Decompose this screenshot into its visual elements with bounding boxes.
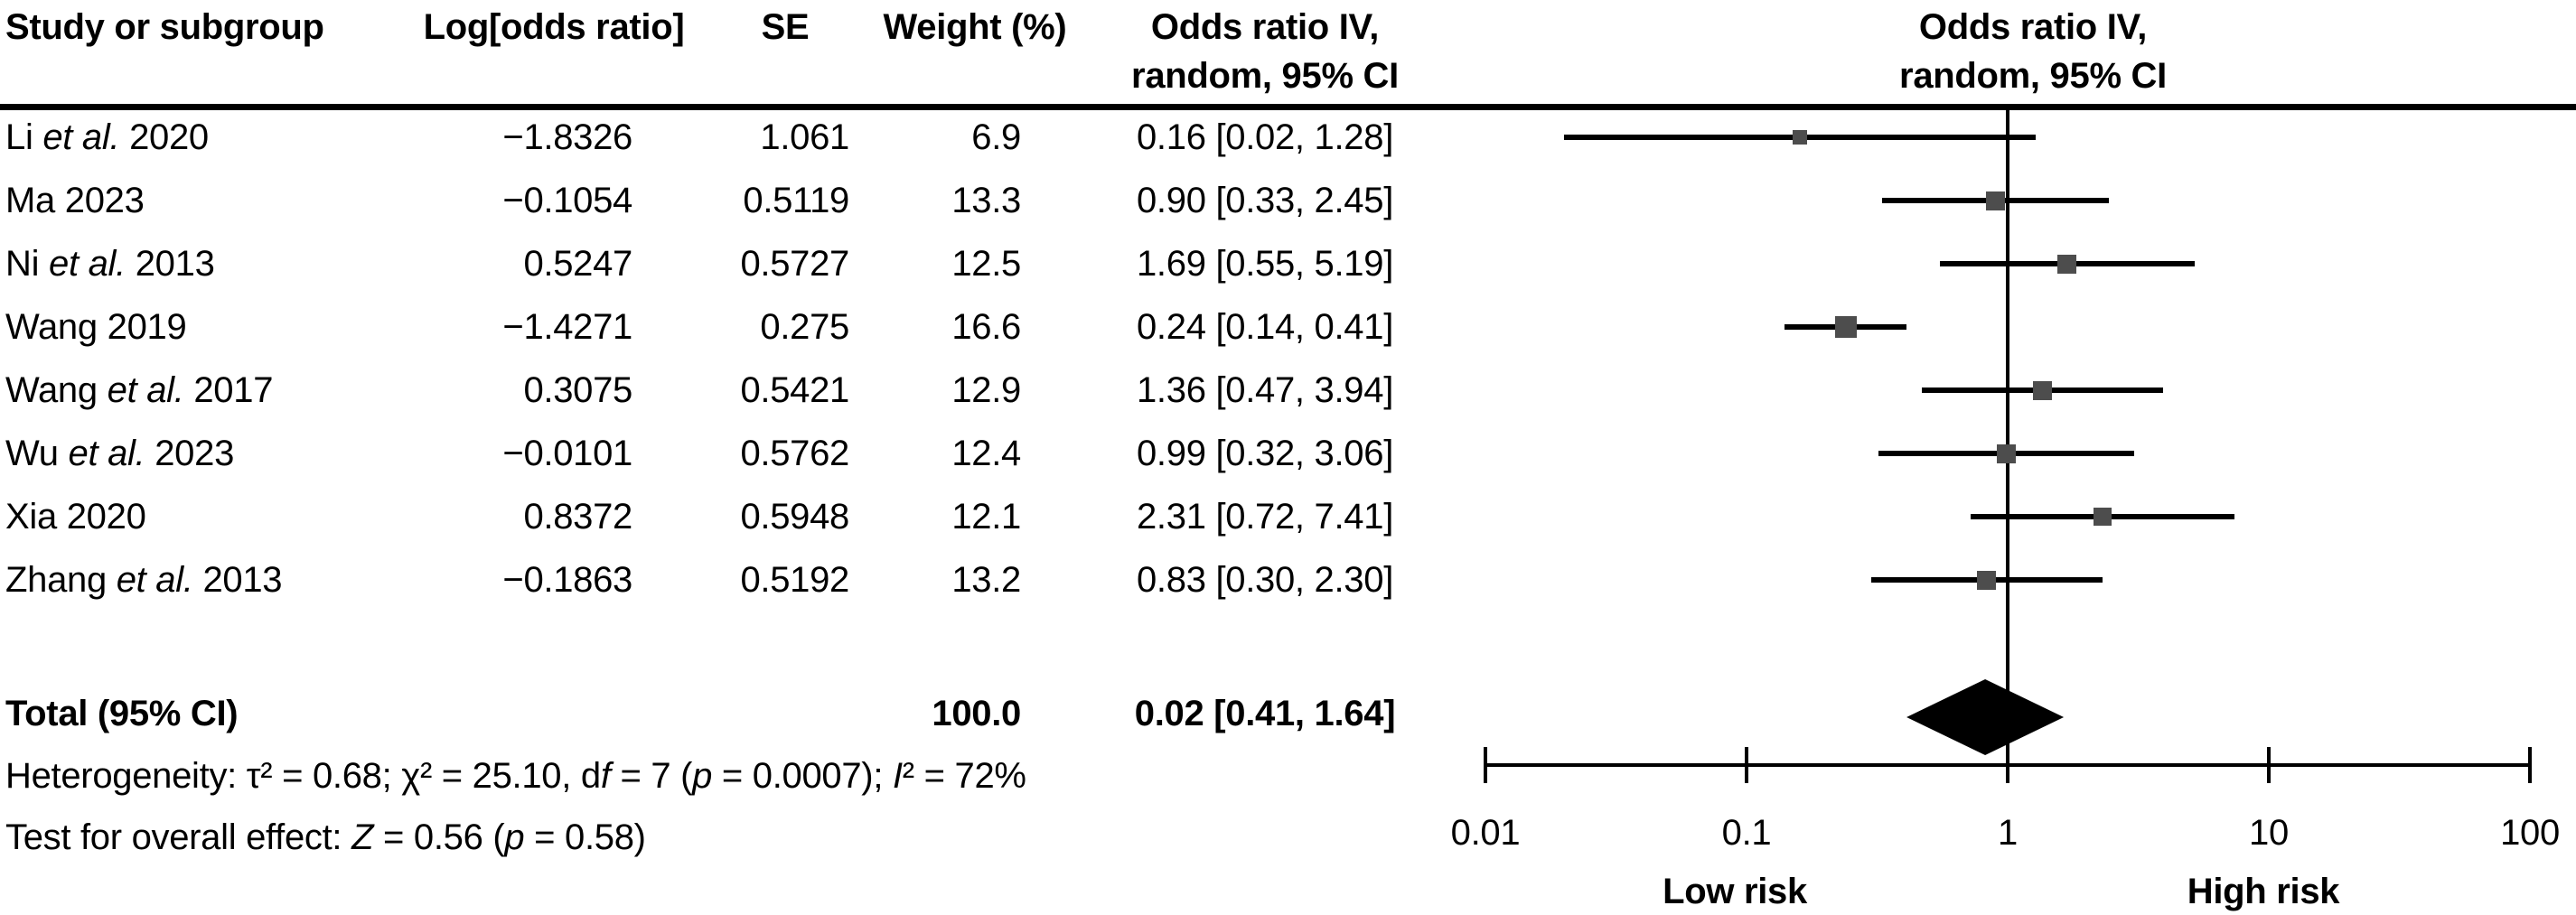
se-value: 0.5762	[740, 434, 849, 473]
x-axis-tick-label: 0.1	[1721, 813, 1772, 853]
weight-value: 12.4	[951, 434, 1021, 473]
or-marker	[1986, 191, 2006, 210]
study-name: Wu et al. 2023	[5, 434, 235, 473]
weight-value: 16.6	[951, 307, 1021, 347]
x-axis-tick-label: 1	[1998, 813, 2018, 853]
or-marker	[1977, 570, 1997, 590]
or-marker	[1792, 130, 1807, 145]
weight-value: 12.5	[951, 244, 1021, 284]
header-study-or-subgroup: Study or subgroup	[5, 7, 324, 47]
total-weight-value: 100.0	[932, 694, 1021, 733]
high-risk-label: High risk	[2187, 872, 2340, 911]
or-marker	[2033, 380, 2053, 400]
heterogeneity-note: Heterogeneity: τ² = 0.68; χ² = 25.10, df…	[5, 756, 1026, 796]
se-value: 0.5727	[740, 244, 849, 284]
or-marker	[2094, 508, 2112, 526]
se-value: 0.5192	[740, 560, 849, 600]
x-axis-tick-label: 100	[2500, 813, 2560, 853]
x-axis-tick-label: 0.01	[1450, 813, 1521, 853]
or-ci-value: 1.69 [0.55, 5.19]	[1136, 244, 1394, 284]
weight-value: 13.2	[951, 560, 1021, 600]
or-marker	[1997, 443, 2017, 463]
x-axis-tick	[2528, 747, 2532, 783]
or-ci-value: 0.24 [0.14, 0.41]	[1136, 307, 1394, 347]
se-value: 0.5421	[740, 370, 849, 410]
overall-effect-note: Test for overall effect: Z = 0.56 (p = 0…	[5, 817, 646, 857]
log-or-value: −1.8326	[502, 117, 632, 157]
log-or-value: −1.4271	[502, 307, 632, 347]
header-or-ci-line1: Odds ratio IV,	[1150, 7, 1380, 47]
or-marker	[1834, 316, 1857, 338]
study-name: Wang et al. 2017	[5, 370, 274, 410]
total-label: Total (95% CI)	[5, 694, 239, 733]
log-or-value: 0.3075	[523, 370, 632, 410]
low-risk-label: Low risk	[1663, 872, 1807, 911]
study-name: Li et al. 2020	[5, 117, 209, 157]
x-axis-tick	[1484, 747, 1487, 783]
log-or-value: −0.0101	[502, 434, 632, 473]
or-ci-value: 0.99 [0.32, 3.06]	[1136, 434, 1394, 473]
x-axis-tick	[1745, 747, 1748, 783]
se-value: 0.5119	[743, 181, 849, 220]
header-or-ci-line2: random, 95% CI	[1131, 56, 1399, 96]
log-or-value: −0.1863	[502, 560, 632, 600]
study-name: Ni et al. 2013	[5, 244, 215, 284]
header-weight: Weight (%)	[883, 7, 1067, 47]
log-or-value: −0.1054	[502, 181, 632, 220]
study-name: Wang 2019	[5, 307, 187, 347]
header-plot-or-ci-line1: Odds ratio IV,	[1918, 7, 2148, 47]
study-name: Zhang et al. 2013	[5, 560, 283, 600]
se-value: 0.5948	[740, 497, 849, 537]
study-name: Xia 2020	[5, 497, 146, 537]
weight-value: 13.3	[951, 181, 1021, 220]
or-ci-value: 2.31 [0.72, 7.41]	[1136, 497, 1394, 537]
weight-value: 12.1	[951, 497, 1021, 537]
se-value: 1.061	[760, 117, 849, 157]
or-marker	[2057, 254, 2077, 274]
study-name: Ma 2023	[5, 181, 145, 220]
log-or-value: 0.5247	[523, 244, 632, 284]
or-ci-value: 0.83 [0.30, 2.30]	[1136, 560, 1394, 600]
header-separator-rule	[0, 104, 2576, 110]
header-log-odds-ratio: Log[odds ratio]	[423, 7, 685, 47]
x-axis-tick-label: 10	[2249, 813, 2289, 853]
log-or-value: 0.8372	[523, 497, 632, 537]
or-ci-value: 0.90 [0.33, 2.45]	[1136, 181, 1394, 220]
total-diamond	[1906, 679, 2065, 755]
header-se: SE	[761, 7, 810, 47]
weight-value: 6.9	[971, 117, 1021, 157]
se-value: 0.275	[760, 307, 849, 347]
x-axis-tick	[2006, 747, 2009, 783]
or-ci-value: 1.36 [0.47, 3.94]	[1136, 370, 1394, 410]
header-plot-or-ci-line2: random, 95% CI	[1899, 56, 2167, 96]
x-axis-tick	[2267, 747, 2271, 783]
total-or-ci-value: 0.02 [0.41, 1.64]	[1134, 694, 1396, 733]
weight-value: 12.9	[951, 370, 1021, 410]
or-ci-value: 0.16 [0.02, 1.28]	[1136, 117, 1394, 157]
